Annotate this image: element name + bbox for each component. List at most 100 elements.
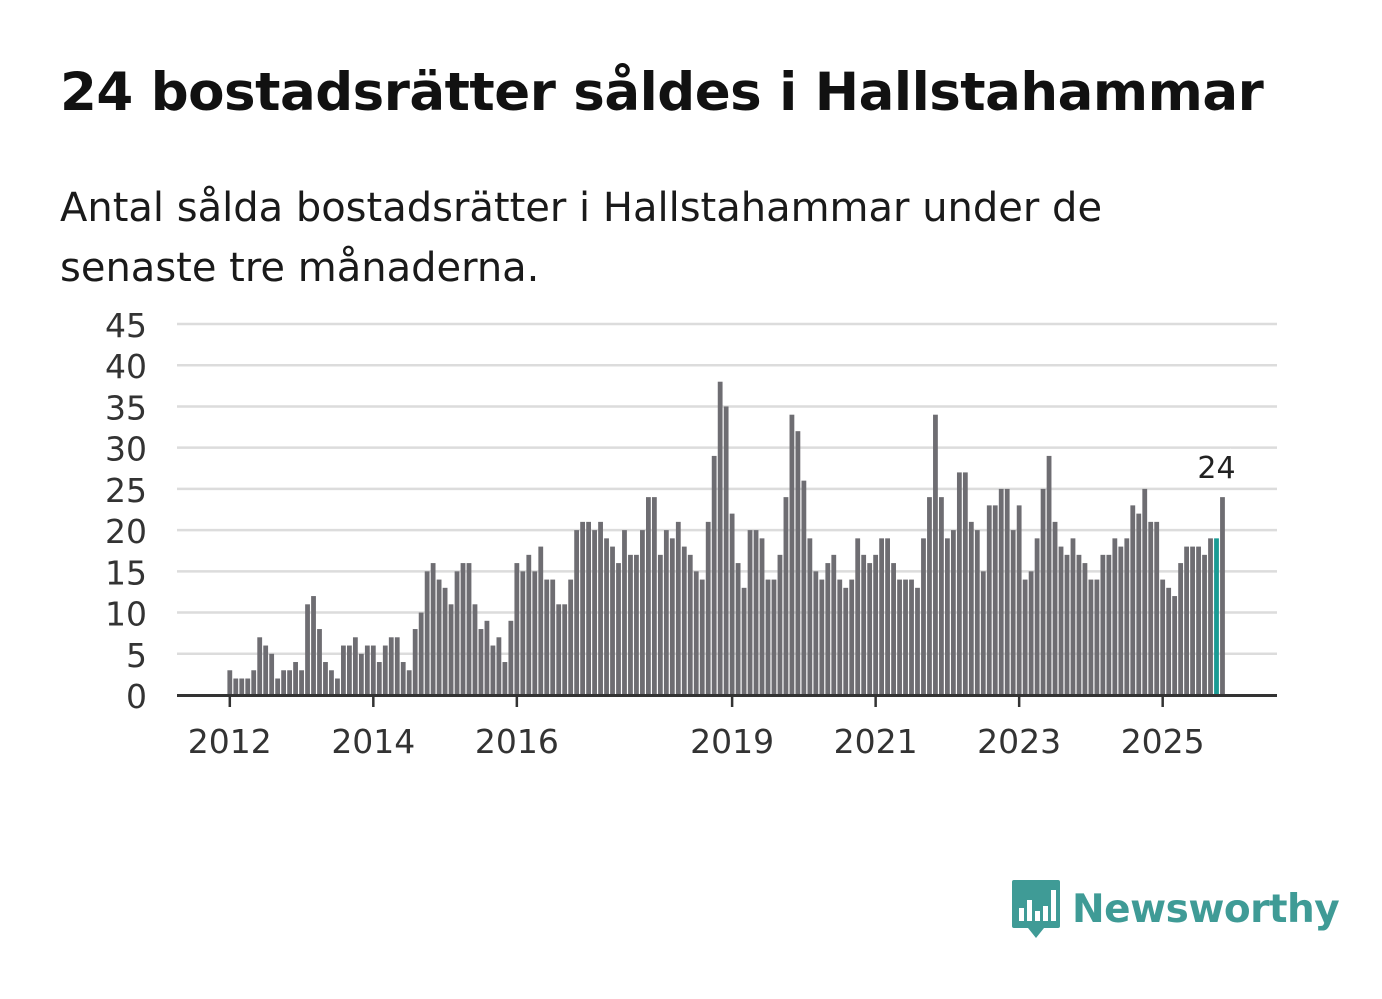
bar [1106, 554, 1112, 695]
bar [436, 579, 442, 695]
bar [801, 480, 807, 695]
bar [640, 530, 645, 695]
bar [604, 538, 609, 695]
bar [1178, 563, 1184, 695]
bar [317, 629, 322, 695]
bar [705, 521, 711, 695]
bar [693, 571, 699, 695]
bar [275, 678, 281, 695]
bar [544, 579, 550, 695]
bar [323, 662, 328, 695]
bar [777, 554, 783, 695]
bar [233, 678, 239, 695]
bar [610, 546, 615, 695]
bar [382, 645, 388, 695]
bar [789, 414, 795, 695]
bar [909, 579, 914, 695]
y-tick-label-45: 45 [105, 306, 147, 345]
bar [329, 670, 334, 695]
y-tick-label-0: 0 [126, 677, 147, 716]
bar [1220, 497, 1225, 695]
bar [879, 538, 885, 695]
bar [849, 579, 855, 695]
bar [311, 596, 316, 695]
bar [562, 604, 568, 695]
bar [1022, 579, 1028, 695]
bar [867, 563, 873, 695]
bar [980, 571, 986, 695]
bar [729, 513, 735, 695]
bar [687, 554, 693, 695]
bar [484, 620, 490, 695]
bar [1052, 521, 1058, 695]
bar [466, 563, 472, 695]
bar [454, 571, 460, 695]
bar [747, 530, 753, 695]
x-tick-label-2021: 2021 [834, 722, 918, 761]
bar [855, 538, 861, 695]
bar [424, 571, 430, 695]
bar [843, 587, 849, 695]
bar [586, 521, 591, 695]
bar [681, 546, 687, 695]
chart-subtitle: Antal sålda bostadsrätter i Hallstahamma… [60, 185, 1103, 291]
bar [717, 381, 723, 695]
bar [460, 563, 466, 695]
x-tick-label-2016: 2016 [475, 722, 559, 761]
bar [1094, 579, 1100, 695]
x-tick-label-2019: 2019 [690, 722, 774, 761]
bar [502, 662, 508, 695]
bar [753, 530, 759, 695]
x-tick-label-2023: 2023 [977, 722, 1061, 761]
bar [915, 587, 920, 695]
bar [657, 554, 663, 695]
bar [807, 538, 813, 695]
bar [837, 579, 843, 695]
chart-annotation: 24 [1194, 448, 1238, 489]
bar [376, 662, 382, 695]
bar [1148, 521, 1154, 695]
bar [388, 637, 394, 695]
bar [1190, 546, 1195, 695]
bar [400, 662, 406, 695]
bar [568, 579, 574, 695]
newsworthy-logo: Newsworthy [1010, 878, 1340, 940]
x-tick-label-2025: 2025 [1121, 722, 1205, 761]
bar [580, 521, 586, 695]
bar [795, 431, 801, 695]
bar [663, 530, 669, 695]
bar [628, 554, 633, 695]
bar [520, 571, 526, 695]
bar [1202, 554, 1207, 695]
bar [1034, 538, 1040, 695]
bar [532, 571, 538, 695]
bar [394, 637, 400, 695]
bar [352, 637, 358, 695]
bar [651, 497, 657, 695]
bar [622, 530, 627, 695]
bar [939, 497, 944, 695]
bar [711, 455, 717, 695]
bar [1136, 513, 1142, 695]
bar [592, 530, 597, 695]
bar [765, 579, 771, 695]
bar [1160, 579, 1166, 695]
bar [1010, 530, 1016, 695]
bar [358, 653, 364, 695]
bar [783, 497, 789, 695]
bar [245, 678, 251, 695]
y-tick-label-10: 10 [105, 595, 147, 634]
bar [921, 538, 926, 695]
bar [873, 554, 879, 695]
bar [239, 678, 245, 695]
bar [227, 670, 233, 695]
bar [550, 579, 556, 695]
bar [885, 538, 890, 695]
bar [430, 563, 436, 695]
bar [341, 645, 346, 695]
bar [723, 406, 729, 695]
bar [813, 571, 819, 695]
bar [1184, 546, 1189, 695]
bar [257, 637, 263, 695]
bar [1130, 505, 1136, 695]
